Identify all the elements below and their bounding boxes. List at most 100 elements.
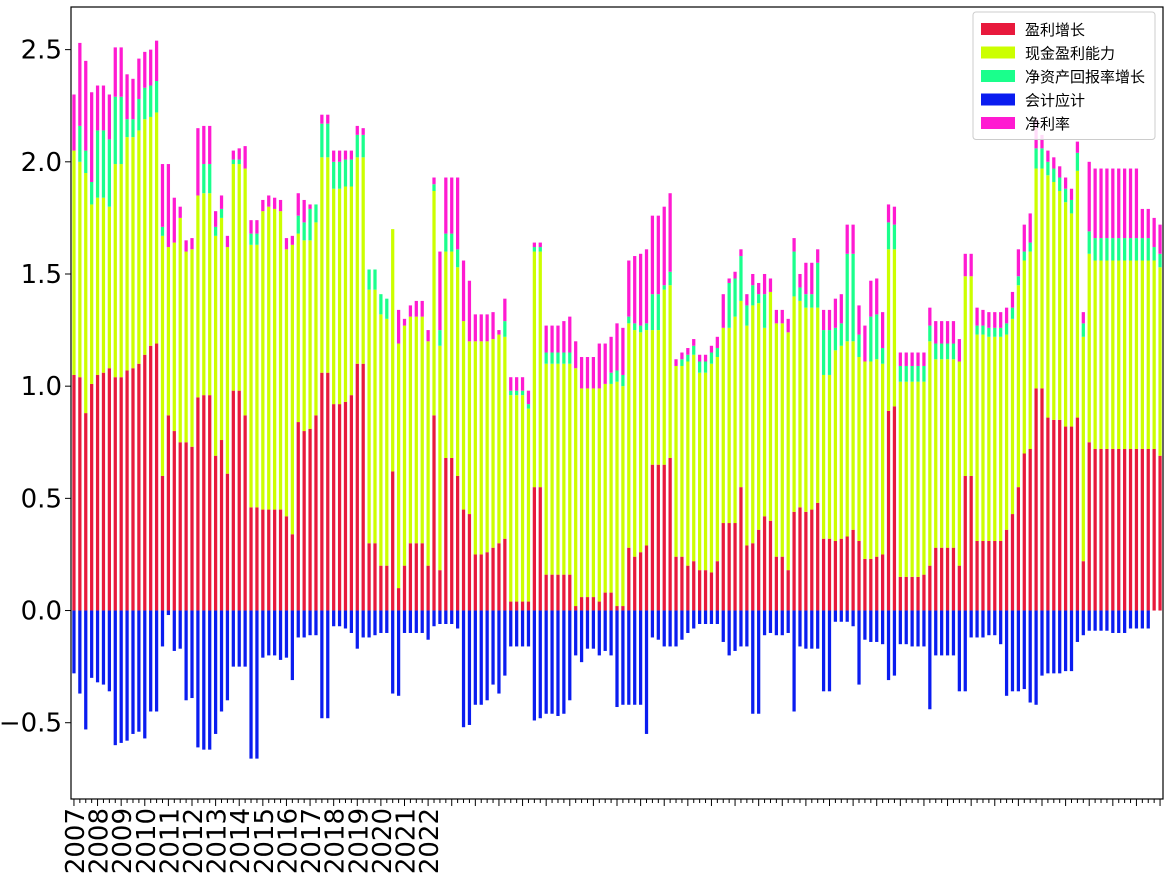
bar-segment: [827, 538, 832, 611]
bar-segment: [337, 610, 342, 627]
bar-segment: [786, 318, 790, 333]
bar-segment: [1034, 610, 1038, 705]
bar-segment: [1046, 150, 1050, 162]
bar-segment: [231, 610, 235, 667]
bar-segment: [544, 325, 548, 353]
bar-segment: [798, 300, 802, 508]
bar-segment: [934, 610, 938, 656]
bar-segment: [119, 610, 123, 743]
bar-segment: [461, 321, 466, 510]
bar-segment: [886, 610, 891, 681]
bar-segment: [526, 601, 531, 611]
bar-segment: [1093, 238, 1097, 261]
bar-segment: [786, 570, 790, 611]
bar-segment: [1117, 260, 1121, 449]
bar-segment: [904, 610, 908, 645]
bar-segment: [1004, 610, 1009, 696]
bar-segment: [302, 610, 306, 638]
bar-segment: [721, 327, 725, 524]
bar-segment: [940, 610, 944, 656]
bar-segment: [857, 610, 861, 685]
bar-segment: [326, 123, 330, 158]
bar-segment: [290, 235, 294, 245]
bar-segment: [703, 610, 708, 624]
bar-segment: [562, 610, 566, 714]
bar-segment: [550, 352, 554, 364]
bar-segment: [1111, 260, 1115, 449]
bar-segment: [650, 464, 655, 611]
bar-segment: [249, 610, 253, 759]
bar-segment: [343, 150, 348, 160]
bar-segment: [278, 211, 283, 510]
bar-segment: [963, 475, 967, 611]
bar-segment: [284, 249, 289, 517]
x-tick-label: 2017: [297, 808, 327, 874]
bar-segment: [662, 206, 666, 286]
bar-segment: [243, 610, 247, 667]
legend-swatch: [981, 23, 1015, 35]
bar-segment: [1046, 610, 1050, 674]
bar-segment: [562, 352, 566, 364]
bar-segment: [450, 610, 454, 624]
bar-segment: [113, 96, 117, 165]
bar-segment: [656, 294, 660, 331]
bar-segment: [432, 610, 436, 627]
bar-segment: [1140, 448, 1144, 611]
bar-segment: [332, 610, 336, 627]
bar-segment: [255, 507, 259, 611]
bar-segment: [751, 543, 755, 611]
bar-segment: [479, 314, 483, 342]
bar-segment: [591, 388, 596, 598]
bar-segment: [916, 381, 920, 577]
bar-segment: [1105, 260, 1109, 449]
bar-segment: [479, 610, 483, 705]
bar-segment: [892, 610, 897, 676]
bar-segment: [934, 343, 938, 360]
bar-segment: [225, 235, 230, 248]
bar-segment: [308, 204, 312, 209]
bar-segment: [1105, 238, 1109, 261]
bar-segment: [680, 365, 684, 557]
bar-segment: [981, 325, 985, 335]
legend-label: 净资产回报率增长: [1025, 68, 1145, 86]
bar-segment: [804, 610, 808, 649]
bar-segment: [934, 321, 938, 344]
bar-segment: [208, 395, 212, 611]
bar-segment: [267, 509, 271, 611]
bar-segment: [149, 116, 153, 346]
bar-segment: [1093, 610, 1097, 631]
bar-segment: [869, 280, 873, 317]
bar-segment: [981, 309, 985, 326]
bar-segment: [231, 159, 235, 165]
bar-segment: [90, 92, 94, 183]
bar-segment: [461, 509, 466, 611]
bar-segment: [202, 193, 206, 396]
bar-segment: [219, 208, 224, 218]
bar-segment: [355, 363, 359, 611]
bar-segment: [166, 164, 171, 248]
bar-segment: [137, 610, 141, 732]
bar-segment: [703, 361, 708, 373]
bar-segment: [184, 442, 188, 611]
bar-segment: [638, 253, 643, 326]
bar-segment: [95, 374, 100, 611]
bar-segment: [278, 199, 283, 212]
bar-segment: [774, 309, 778, 324]
bar-segment: [444, 233, 448, 252]
y-tick-label: 0.5: [21, 484, 62, 514]
bar-segment: [615, 370, 619, 382]
bar-segment: [757, 303, 761, 530]
bar-segment: [1028, 448, 1032, 611]
bar-segment: [904, 576, 908, 611]
bar-segment: [90, 610, 94, 678]
bar-segment: [408, 610, 413, 633]
x-tick-label: 2014: [226, 808, 256, 874]
bar-segment: [839, 610, 843, 622]
bar-segment: [520, 395, 525, 602]
legend-label: 净利率: [1025, 115, 1070, 133]
bar-segment: [1152, 260, 1156, 449]
bar-segment: [243, 415, 247, 611]
bar-segment: [1069, 188, 1074, 200]
bar-segment: [845, 341, 849, 537]
bar-segment: [585, 388, 590, 598]
